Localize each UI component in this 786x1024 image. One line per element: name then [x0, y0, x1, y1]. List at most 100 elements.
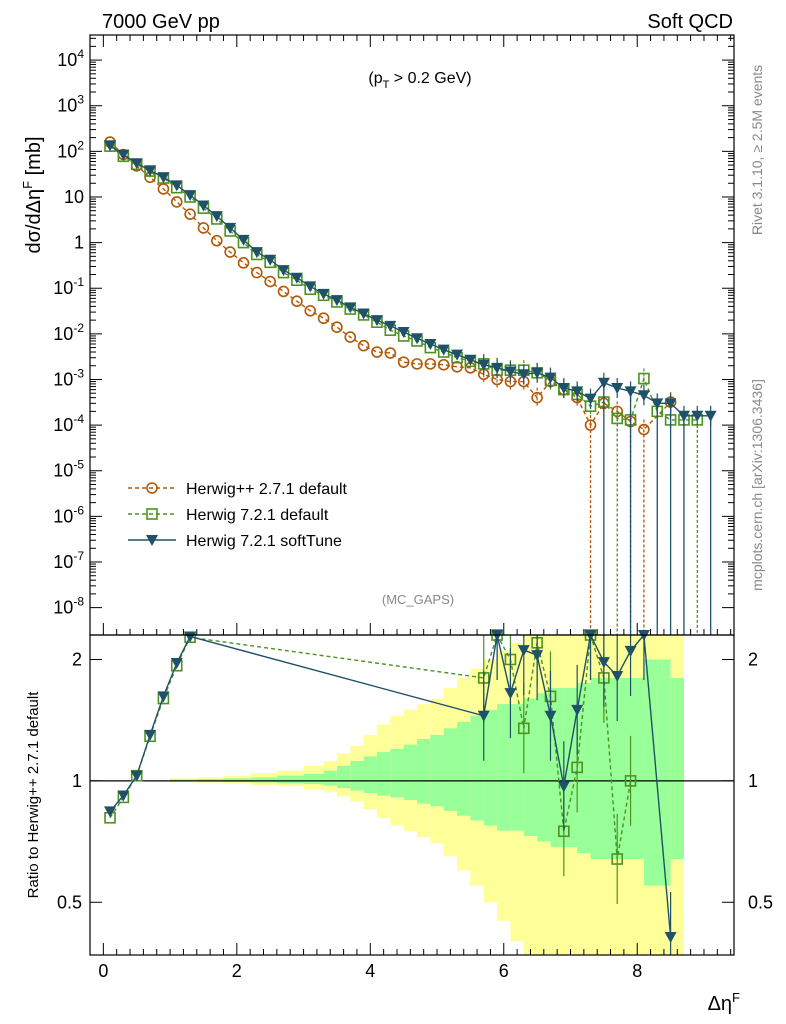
data-point — [170, 180, 183, 192]
data-point — [170, 196, 183, 208]
data-point — [157, 172, 170, 184]
data-point — [357, 308, 370, 320]
data-point — [317, 312, 330, 325]
band-inner — [336, 765, 351, 789]
ratio-tick-label-right: 1 — [748, 771, 758, 791]
y-tick-label: 104 — [57, 47, 84, 70]
y-axis-title: dσ/dΔηF [mb] — [20, 136, 45, 253]
band-inner — [537, 693, 551, 842]
band-inner — [590, 677, 604, 860]
data-point — [304, 305, 317, 317]
data-point — [371, 346, 383, 358]
y-tick-label: 10-3 — [53, 366, 84, 389]
y-tick-label: 103 — [57, 93, 84, 116]
ratio-point — [557, 781, 570, 793]
ratio-frame — [89, 634, 735, 956]
legend-entry: Herwig 7.2.1 softTune — [186, 533, 342, 550]
ratio-point — [624, 775, 637, 787]
ratio-tick-label: 0.5 — [57, 892, 82, 912]
ratio-point — [571, 704, 584, 716]
data-point — [237, 234, 250, 246]
ratio-point — [517, 645, 530, 657]
ratio-point — [130, 770, 143, 782]
data-point — [437, 358, 450, 371]
data-point — [531, 367, 544, 379]
data-point — [291, 295, 303, 307]
ratio-point — [611, 670, 624, 682]
data-point — [477, 359, 490, 371]
data-point — [210, 211, 223, 223]
rivet-label: Rivet 3.1.10, ≥ 2.5M events — [749, 65, 765, 235]
y-tick-label: 10-8 — [53, 595, 84, 618]
x-axis-title: ΔηF — [708, 990, 740, 1015]
band-inner — [510, 704, 524, 831]
data-point — [370, 315, 383, 327]
data-point — [104, 140, 117, 152]
ratio-point — [144, 729, 157, 741]
data-point — [397, 326, 410, 338]
x-tick-label: 8 — [632, 961, 642, 981]
ratio-tick-label-right: 2 — [748, 649, 758, 669]
band-inner — [670, 677, 684, 860]
data-point — [117, 149, 130, 161]
ratio-point — [104, 806, 117, 818]
data-point — [130, 158, 143, 170]
data-point — [264, 254, 277, 266]
data-point — [224, 222, 237, 234]
y-tick-label: 10-6 — [53, 503, 84, 526]
ratio-point — [157, 691, 170, 703]
data-point — [304, 281, 317, 293]
band-inner — [617, 677, 631, 860]
ratio-point — [531, 650, 544, 662]
data-point — [611, 383, 624, 395]
cut-label: (pT > 0.2 GeV) — [368, 70, 471, 91]
data-point — [384, 320, 397, 332]
ratio-point — [184, 631, 197, 643]
legend: Herwig++ 2.7.1 default Herwig 7.2.1 defau… — [128, 481, 348, 550]
y-tick-label: 10-2 — [53, 321, 84, 344]
ratio-y-axis-title: Ratio to Herwig++ 2.7.1 default — [25, 691, 42, 899]
data-point — [504, 366, 517, 378]
header-left: 7000 GeV pp — [102, 11, 220, 33]
legend-marker — [146, 482, 158, 494]
band-inner — [403, 744, 418, 801]
band-inner — [350, 761, 364, 791]
data-point — [224, 246, 236, 258]
y-tick-label: 10 — [64, 187, 84, 207]
analysis-label: (MC_GAPS) — [382, 592, 454, 607]
data-point — [411, 358, 423, 370]
data-point — [437, 344, 450, 356]
header-right: Soft QCD — [647, 11, 733, 33]
data-point — [317, 288, 330, 300]
ratio-layer — [104, 629, 677, 955]
band-inner — [483, 709, 498, 826]
data-point — [197, 200, 210, 212]
data-point — [210, 234, 223, 247]
band-inner — [443, 728, 458, 811]
series-layer — [104, 136, 717, 635]
band-inner — [390, 748, 404, 798]
data-point — [384, 347, 397, 359]
data-point — [531, 391, 543, 404]
series-2 — [104, 140, 717, 426]
ratio-point — [624, 645, 637, 657]
data-point — [424, 358, 437, 370]
series-line — [109, 144, 711, 417]
data-point — [451, 349, 464, 361]
data-point — [250, 247, 263, 259]
band-inner — [276, 775, 304, 784]
band-inner — [643, 659, 658, 886]
legend-marker — [146, 508, 158, 520]
legend-marker — [146, 535, 158, 546]
data-point — [184, 208, 196, 220]
data-point — [264, 275, 276, 288]
data-point — [451, 360, 463, 373]
y-tick-label: 10-4 — [53, 412, 84, 435]
data-point — [464, 354, 477, 366]
data-point — [184, 190, 197, 202]
y-tick-label: 10-1 — [53, 275, 84, 298]
data-point — [544, 372, 557, 384]
data-point — [330, 295, 343, 307]
ratio-point — [571, 761, 583, 774]
